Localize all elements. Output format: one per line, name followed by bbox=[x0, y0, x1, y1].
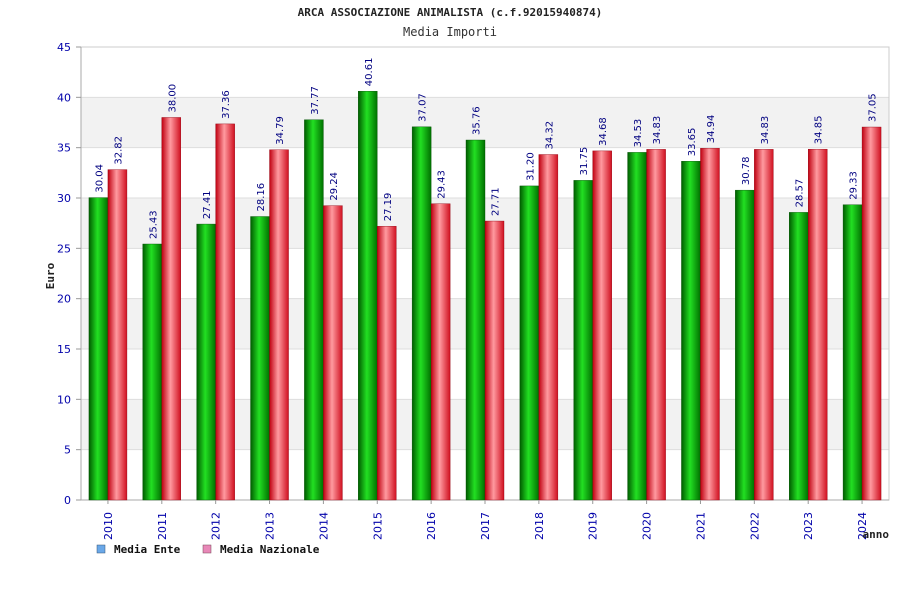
y-tick-label: 10 bbox=[57, 393, 71, 406]
value-label: 29.24 bbox=[329, 172, 340, 201]
bar-media-nazionale-2017 bbox=[484, 220, 505, 501]
x-tick-label: 2015 bbox=[371, 512, 384, 540]
legend-swatch-media-nazionale bbox=[202, 544, 212, 554]
bar-media-nazionale-2012 bbox=[215, 123, 235, 501]
value-label: 38.00 bbox=[167, 84, 178, 113]
value-label: 40.61 bbox=[364, 58, 375, 87]
y-tick-label: 35 bbox=[57, 142, 71, 155]
value-label: 33.65 bbox=[687, 128, 698, 157]
value-label: 27.41 bbox=[202, 190, 213, 219]
legend-label-media-nazionale: Media Nazionale bbox=[220, 543, 320, 556]
bar-media-nazionale-2018 bbox=[538, 154, 559, 501]
value-label: 28.57 bbox=[795, 179, 806, 208]
y-tick-label: 45 bbox=[57, 41, 71, 54]
x-tick-label: 2023 bbox=[802, 512, 815, 540]
bar-media-ente-2014 bbox=[304, 119, 324, 501]
bar-media-nazionale-2011 bbox=[161, 117, 182, 501]
y-tick-label: 20 bbox=[57, 293, 71, 306]
y-tick-label: 15 bbox=[57, 343, 71, 356]
bar-media-nazionale-2019 bbox=[592, 150, 612, 501]
bar-media-nazionale-2021 bbox=[700, 148, 720, 501]
bar-media-ente-2020 bbox=[627, 152, 647, 501]
bar-media-ente-2018 bbox=[519, 185, 540, 501]
x-tick-label: 2019 bbox=[587, 512, 600, 540]
value-label: 30.04 bbox=[94, 164, 105, 193]
bar-media-ente-2021 bbox=[681, 161, 701, 501]
y-axis-title: Euro bbox=[44, 262, 57, 289]
bar-media-nazionale-2014 bbox=[323, 205, 343, 501]
bar-media-ente-2013 bbox=[250, 216, 270, 501]
bar-media-nazionale-2022 bbox=[754, 149, 774, 501]
value-label: 25.43 bbox=[148, 210, 159, 239]
value-label: 34.68 bbox=[598, 117, 609, 146]
bar-media-ente-2011 bbox=[142, 243, 163, 501]
x-tick-label: 2018 bbox=[533, 512, 546, 540]
chart-subtitle: Media Importi bbox=[403, 25, 497, 39]
value-label: 37.07 bbox=[418, 93, 429, 122]
x-tick-label: 2017 bbox=[479, 512, 492, 540]
value-label: 34.94 bbox=[706, 115, 717, 144]
bar-media-ente-2022 bbox=[735, 189, 755, 501]
value-label: 34.83 bbox=[760, 116, 771, 145]
x-tick-label: 2011 bbox=[156, 512, 169, 540]
x-tick-label: 2012 bbox=[210, 512, 223, 540]
value-label: 34.32 bbox=[544, 121, 555, 150]
legend: Media Ente Media Nazionale bbox=[96, 543, 320, 556]
y-tick-label: 30 bbox=[57, 192, 71, 205]
x-tick-label: 2024 bbox=[856, 512, 869, 540]
value-label: 34.83 bbox=[652, 116, 663, 145]
x-tick-label: 2010 bbox=[102, 512, 115, 540]
value-label: 32.82 bbox=[113, 136, 124, 165]
x-tick-label: 2014 bbox=[317, 512, 330, 540]
value-label: 30.78 bbox=[741, 157, 752, 186]
value-label: 29.33 bbox=[849, 171, 860, 200]
value-label: 28.16 bbox=[256, 183, 267, 212]
y-tick-label: 25 bbox=[57, 242, 71, 255]
value-label: 34.79 bbox=[275, 116, 286, 145]
legend-swatch-media-ente bbox=[96, 544, 106, 554]
value-label: 35.76 bbox=[472, 106, 483, 135]
bar-media-ente-2015 bbox=[358, 90, 378, 501]
bar-media-nazionale-2010 bbox=[107, 169, 128, 501]
bar-media-nazionale-2020 bbox=[646, 149, 666, 501]
x-axis-title: anno bbox=[863, 528, 890, 541]
value-label: 37.77 bbox=[310, 86, 321, 115]
bar-media-nazionale-2016 bbox=[430, 203, 451, 501]
x-tick-label: 2021 bbox=[694, 512, 707, 540]
x-tick-label: 2016 bbox=[425, 512, 438, 540]
bar-media-ente-2019 bbox=[573, 180, 593, 501]
chart-title: ARCA ASSOCIAZIONE ANIMALISTA (c.f.920159… bbox=[297, 6, 603, 19]
bar-media-ente-2016 bbox=[411, 126, 432, 501]
value-label: 31.20 bbox=[525, 152, 536, 181]
y-tick-label: 0 bbox=[64, 494, 71, 507]
x-tick-label: 2020 bbox=[641, 512, 654, 540]
value-label: 34.85 bbox=[814, 116, 825, 145]
bar-media-nazionale-2023 bbox=[808, 148, 828, 501]
grid-band bbox=[81, 47, 889, 98]
bar-media-nazionale-2024 bbox=[861, 126, 882, 501]
legend-label-media-ente: Media Ente bbox=[114, 543, 181, 556]
bar-media-ente-2010 bbox=[88, 197, 109, 501]
bar-media-ente-2024 bbox=[842, 204, 863, 501]
value-label: 37.05 bbox=[868, 93, 879, 122]
bar-media-nazionale-2013 bbox=[269, 149, 289, 501]
value-label: 27.19 bbox=[383, 193, 394, 222]
bar-media-ente-2017 bbox=[465, 139, 486, 501]
value-label: 29.43 bbox=[437, 170, 448, 199]
value-label: 34.53 bbox=[633, 119, 644, 148]
x-tick-label: 2022 bbox=[748, 512, 761, 540]
bar-media-ente-2023 bbox=[789, 212, 809, 501]
value-label: 37.36 bbox=[221, 90, 232, 119]
value-label: 31.75 bbox=[579, 147, 590, 176]
value-label: 27.71 bbox=[491, 187, 502, 216]
bar-media-ente-2012 bbox=[196, 223, 216, 501]
bar-media-nazionale-2015 bbox=[377, 226, 397, 501]
y-tick-label: 5 bbox=[64, 444, 71, 457]
y-tick-label: 40 bbox=[57, 91, 71, 104]
x-tick-label: 2013 bbox=[264, 512, 277, 540]
